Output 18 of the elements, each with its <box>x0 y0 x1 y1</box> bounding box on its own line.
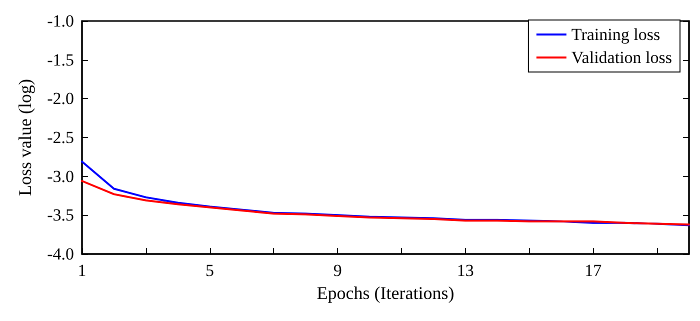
legend-label: Validation loss <box>571 48 672 67</box>
y-tick-label: -2.0 <box>47 89 74 108</box>
x-tick-label: 17 <box>584 261 602 280</box>
legend-label: Training loss <box>571 25 660 44</box>
y-tick-label: -3.5 <box>47 206 74 225</box>
line-series <box>81 160 690 226</box>
y-tick-label: -2.5 <box>47 128 74 147</box>
x-tick-label: 13 <box>456 261 474 280</box>
line-series <box>81 180 690 226</box>
y-tick-label: -3.0 <box>47 166 74 186</box>
x-tick-label: 1 <box>78 261 86 280</box>
x-tick-label: 5 <box>206 261 214 280</box>
y-tick-label: -1.0 <box>47 12 74 30</box>
y-tick-label: -1.5 <box>47 50 74 70</box>
y-tick-label: -4.0 <box>47 244 74 264</box>
y-axis-title: Loss value (log) <box>15 79 35 196</box>
x-axis-title: Epochs (Iterations) <box>316 282 454 303</box>
x-tick-label: 9 <box>333 261 342 280</box>
